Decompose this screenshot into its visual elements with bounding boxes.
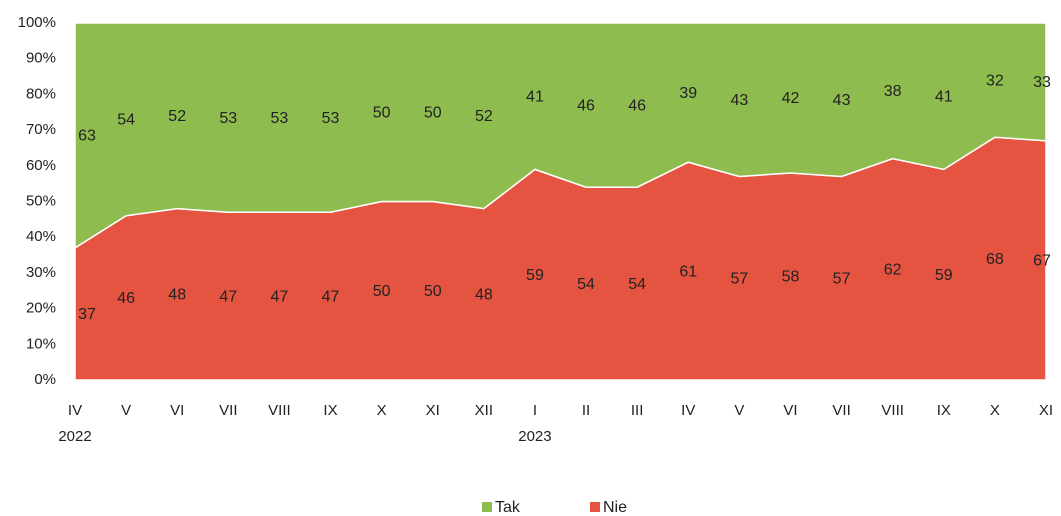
data-label: 33 — [1033, 74, 1051, 91]
data-label: 46 — [577, 97, 595, 114]
x-tick-label: X — [377, 402, 387, 419]
data-label: 53 — [271, 110, 289, 127]
data-label: 58 — [782, 269, 800, 286]
y-tick-label: 40% — [26, 228, 56, 245]
x-tick-label: VI — [170, 402, 184, 419]
data-label: 52 — [475, 108, 493, 125]
legend-swatch — [590, 502, 600, 512]
data-label: 37 — [78, 306, 96, 323]
data-label: 59 — [526, 267, 544, 284]
data-label: 67 — [1033, 253, 1051, 270]
y-tick-label: 90% — [26, 50, 56, 67]
data-label: 41 — [526, 88, 544, 105]
y-tick-label: 100% — [18, 14, 56, 31]
x-tick-label: V — [121, 402, 131, 419]
data-label: 50 — [373, 104, 391, 121]
data-label: 48 — [475, 287, 493, 304]
data-label: 62 — [884, 262, 902, 279]
data-label: 68 — [986, 251, 1004, 268]
data-label: 50 — [424, 283, 442, 300]
data-label: 63 — [78, 128, 96, 145]
y-tick-label: 80% — [26, 85, 56, 102]
data-label: 59 — [935, 267, 953, 284]
area — [74, 22, 1047, 250]
legend-label: Tak — [495, 499, 521, 516]
data-label: 61 — [679, 263, 697, 280]
data-label: 53 — [322, 110, 340, 127]
legend-label: Nie — [603, 499, 627, 516]
x-tick-label: IX — [937, 402, 951, 419]
data-label: 32 — [986, 72, 1004, 89]
data-label: 57 — [833, 270, 851, 287]
data-label: 47 — [219, 288, 237, 305]
x-tick-label: VII — [832, 402, 850, 419]
y-tick-label: 50% — [26, 192, 56, 209]
y-tick-label: 60% — [26, 157, 56, 174]
x-tick-label: III — [631, 402, 644, 419]
x-tick-label: V — [734, 402, 744, 419]
data-label: 48 — [168, 287, 186, 304]
data-label: 41 — [935, 88, 953, 105]
data-label: 52 — [168, 108, 186, 125]
x-year-label: 2022 — [58, 428, 91, 445]
x-tick-label: I — [533, 402, 537, 419]
data-label: 43 — [833, 92, 851, 109]
x-tick-label: VI — [783, 402, 797, 419]
x-tick-label: XI — [426, 402, 440, 419]
data-label: 57 — [730, 270, 748, 287]
x-tick-label: IX — [323, 402, 337, 419]
x-year-label: 2023 — [518, 428, 551, 445]
legend-swatch — [482, 502, 492, 512]
y-tick-label: 70% — [26, 121, 56, 138]
x-tick-label: X — [990, 402, 1000, 419]
x-tick-label: VII — [219, 402, 237, 419]
data-label: 47 — [322, 288, 340, 305]
data-label: 39 — [679, 85, 697, 102]
data-label: 43 — [730, 92, 748, 109]
data-label: 42 — [782, 90, 800, 107]
x-tick-label: XII — [475, 402, 493, 419]
data-label: 46 — [117, 290, 135, 307]
data-label: 53 — [219, 110, 237, 127]
x-tick-label: VIII — [268, 402, 291, 419]
x-tick-label: II — [582, 402, 590, 419]
x-tick-label: IV — [681, 402, 695, 419]
x-tick-label: VIII — [881, 402, 904, 419]
data-label: 54 — [577, 276, 595, 293]
data-label: 50 — [424, 104, 442, 121]
data-label: 47 — [271, 288, 289, 305]
y-tick-label: 10% — [26, 335, 56, 352]
y-tick-label: 20% — [26, 300, 56, 317]
x-tick-label: XI — [1039, 402, 1053, 419]
y-tick-label: 0% — [34, 371, 56, 388]
data-label: 38 — [884, 83, 902, 100]
data-label: 54 — [117, 112, 135, 129]
x-tick-label: IV — [68, 402, 82, 419]
data-label: 54 — [628, 276, 646, 293]
data-label: 46 — [628, 97, 646, 114]
y-tick-label: 30% — [26, 264, 56, 281]
data-label: 50 — [373, 283, 391, 300]
